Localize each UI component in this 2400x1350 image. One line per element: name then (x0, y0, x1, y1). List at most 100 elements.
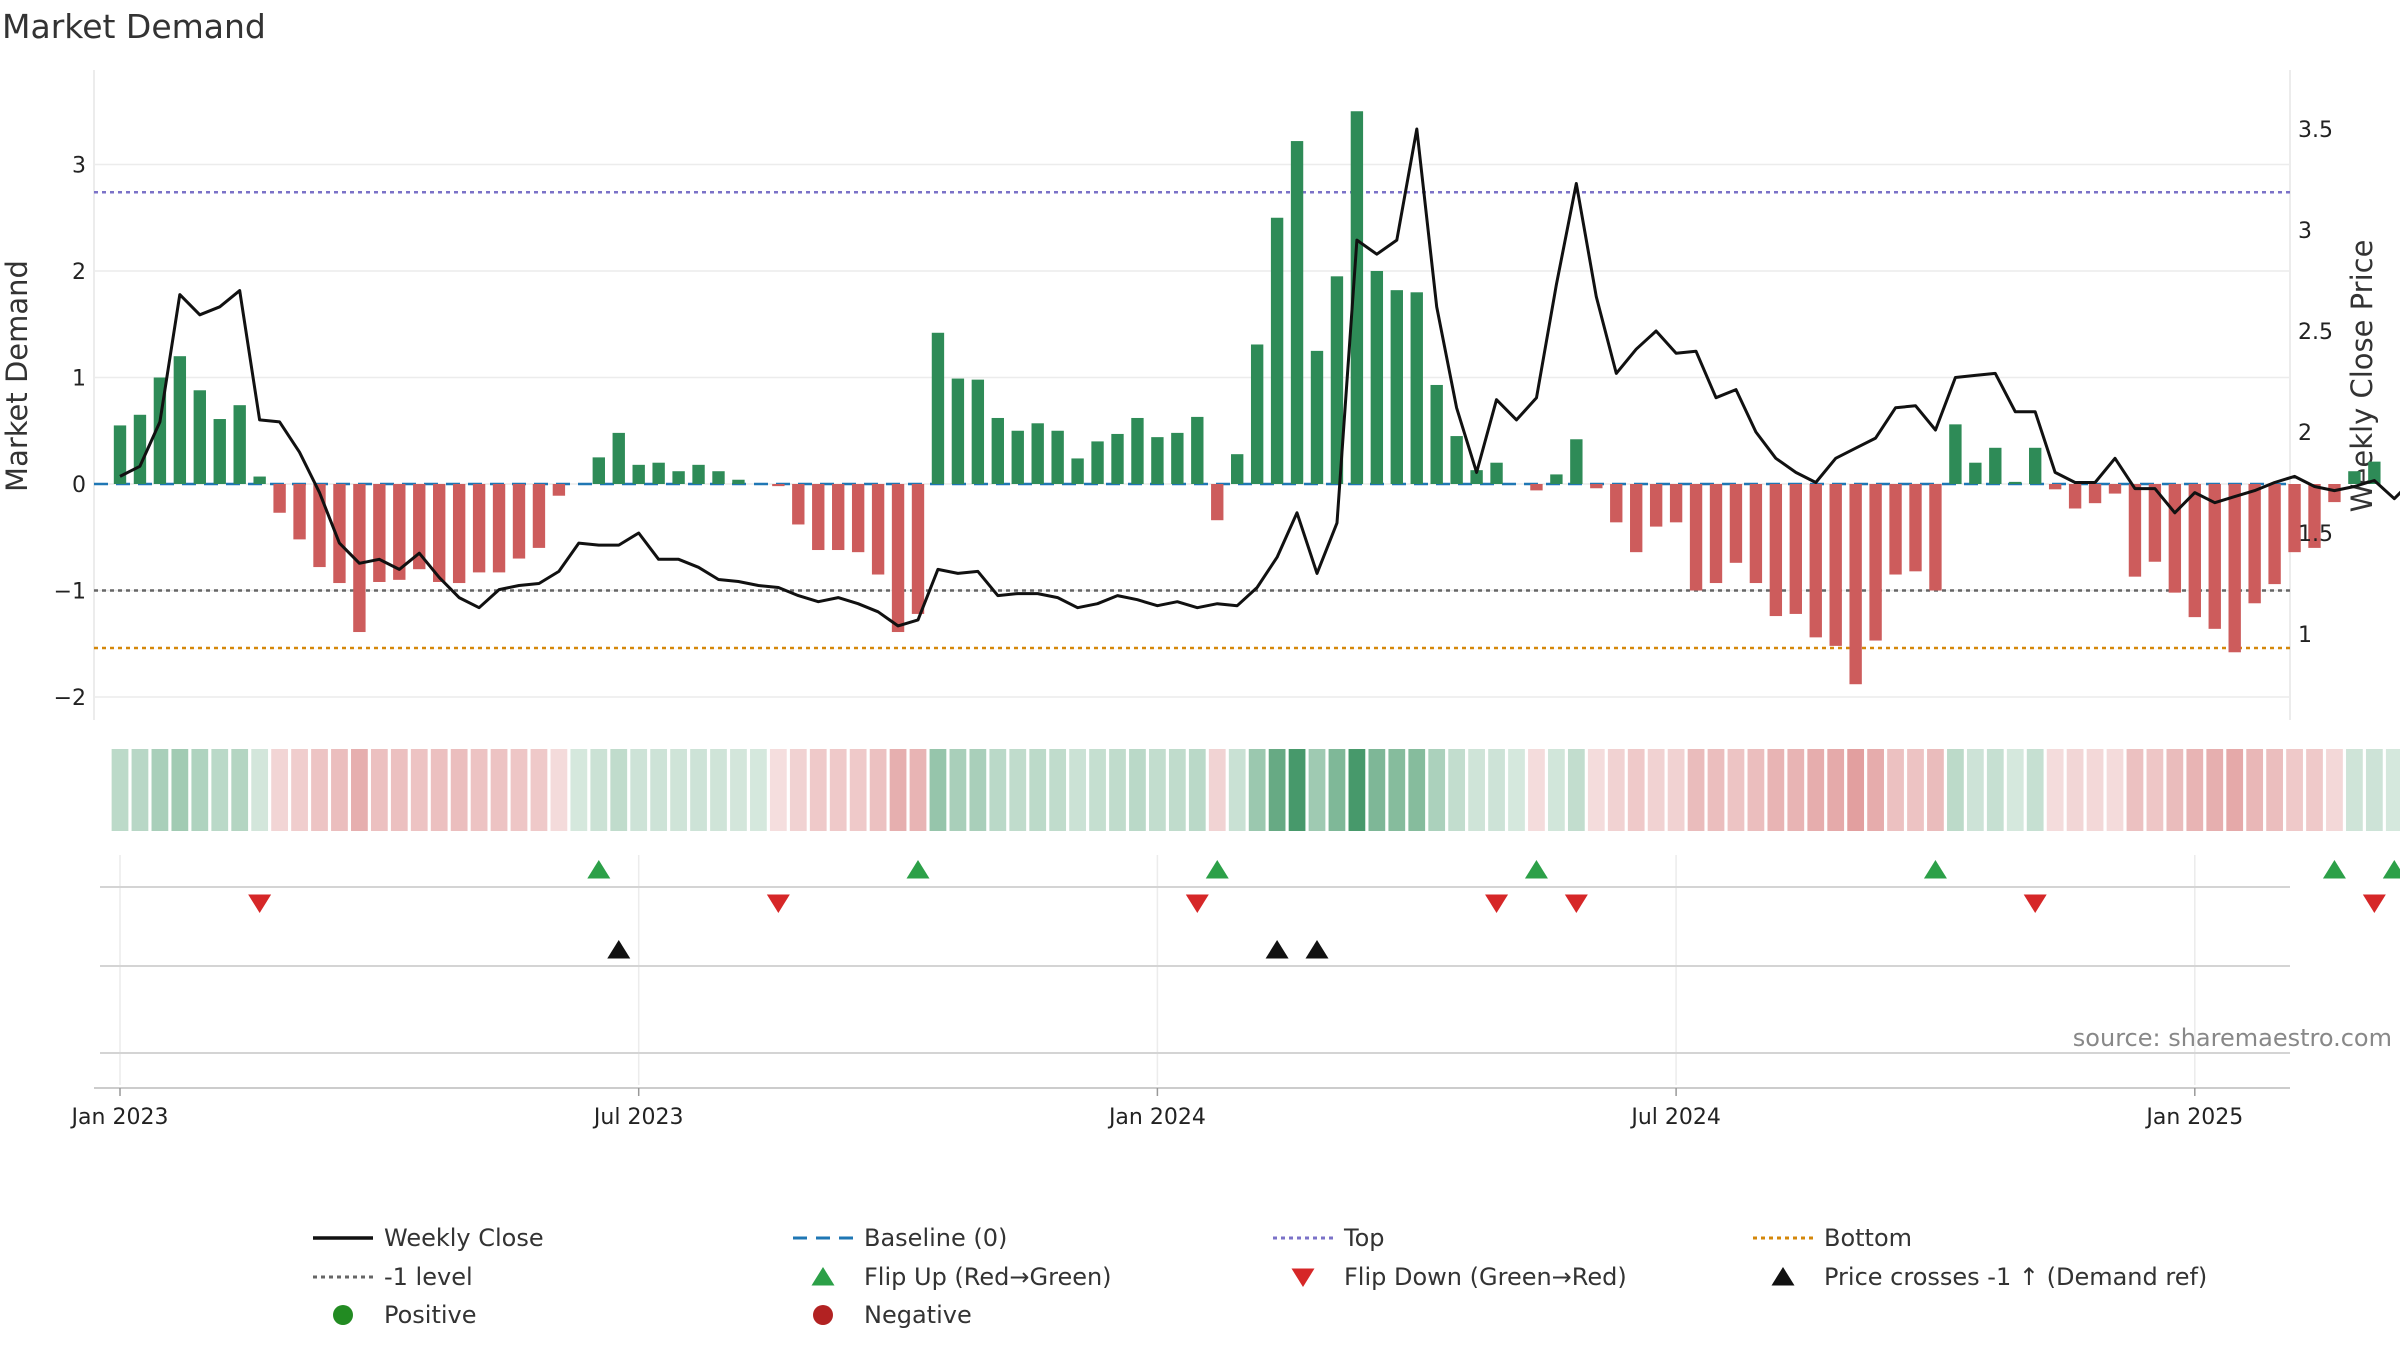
price-cross-marker (607, 940, 631, 959)
demand-bar (971, 379, 985, 484)
heat-cell (889, 749, 907, 831)
y-tick-right-label: 2.5 (2298, 320, 2333, 345)
heat-cell (1947, 749, 1964, 831)
heat-cell (2046, 749, 2064, 831)
demand-bar (2188, 484, 2201, 618)
heat-cell (1887, 749, 1904, 831)
demand-bar (552, 484, 566, 496)
heat-cell (1428, 749, 1446, 831)
y-tick-right-label: 1.5 (2298, 522, 2333, 547)
demand-bar (213, 419, 226, 484)
demand-bar (1849, 484, 1862, 685)
flip-down-marker (2023, 894, 2047, 913)
heat-cell (849, 749, 867, 831)
heat-cell (730, 749, 747, 831)
heat-cell (809, 749, 827, 831)
demand-bar (1610, 484, 1623, 523)
heat-cell (2266, 749, 2283, 831)
demand-bar (2068, 484, 2082, 509)
flip-down-marker (248, 894, 272, 913)
heat-cell (1847, 749, 1865, 831)
legend: Weekly Close Baseline (0) Top Bottom -1 leve… (313, 1224, 2207, 1329)
demand-bar (1649, 484, 1663, 527)
legend-label: Weekly Close (384, 1224, 544, 1252)
demand-bar (812, 484, 825, 551)
heat-cell (829, 749, 847, 831)
heat-cell (1468, 749, 1485, 831)
x-ticks: Jan 2023 Jul 2023 Jan 2024 Jul 2024 Jan 2025… (70, 1088, 2243, 1130)
heat-cell (1228, 749, 1246, 831)
demand-bar (1350, 111, 1364, 484)
demand-bar (2268, 484, 2281, 585)
demand-bar (1470, 470, 1483, 484)
flip-down-marker (766, 894, 790, 913)
demand-bar (2228, 484, 2241, 653)
heat-cell (1248, 749, 1266, 831)
heat-cell (131, 749, 149, 831)
demand-bar (353, 484, 366, 633)
heat-cell (2326, 749, 2343, 831)
heat-cell (1268, 749, 1286, 831)
heat-cell (1827, 749, 1845, 831)
heat-cell (1667, 749, 1685, 831)
demand-bar (1709, 484, 1723, 584)
price-cross-marker (1265, 940, 1289, 959)
heat-cell (1687, 749, 1705, 831)
heat-cell (1129, 749, 1146, 831)
demand-bar (2348, 471, 2361, 484)
demand-bar (772, 484, 785, 487)
demand-bar (1789, 484, 1802, 614)
demand-bar (1769, 484, 1783, 617)
demand-bar (113, 425, 127, 484)
flip-up-marker (2322, 860, 2346, 879)
legend-label: Negative (864, 1301, 972, 1329)
heat-cell (2346, 749, 2363, 831)
heat-cell (2385, 749, 2400, 831)
demand-bars (113, 111, 2381, 685)
heat-cell (869, 749, 887, 831)
heat-cell (191, 749, 209, 831)
chart-title: Market Demand (2, 7, 266, 46)
demand-bar (1211, 484, 1224, 521)
heat-cell (1587, 749, 1605, 831)
heat-cell (1567, 749, 1585, 831)
demand-bar (2328, 484, 2341, 503)
heat-cell (969, 749, 987, 831)
demand-bar (1111, 433, 1124, 484)
legend-label: Flip Down (Green→Red) (1344, 1263, 1627, 1291)
y-tick-label: 2 (72, 260, 86, 285)
demand-bar (1051, 430, 1064, 484)
heat-cell (1807, 749, 1825, 831)
heat-cell (2126, 749, 2144, 831)
demand-bar (1151, 437, 1164, 484)
legend-label: Bottom (1824, 1224, 1912, 1252)
demand-bar (792, 484, 805, 525)
heat-cell (1727, 749, 1745, 831)
demand-bar (1171, 432, 1184, 484)
y-tick-label: 1 (72, 367, 86, 392)
heat-cell (909, 749, 927, 831)
heat-cell (351, 749, 368, 831)
heat-cell (1168, 749, 1186, 831)
heat-cell (1009, 749, 1027, 831)
heat-cell (929, 749, 947, 831)
heat-cell (949, 749, 967, 831)
demand-bar (1989, 447, 2002, 484)
x-tick-label: Jan 2025 (2144, 1105, 2243, 1130)
weekly-close-line (119, 127, 2400, 628)
demand-bar (991, 417, 1004, 484)
heat-cell (530, 749, 548, 831)
price-cross-marker (1305, 940, 1329, 959)
demand-bar (1390, 290, 1403, 484)
flip-up-marker (587, 860, 611, 879)
demand-bar (1909, 484, 1922, 572)
demand-bar (1410, 292, 1423, 484)
heat-cell (590, 749, 608, 831)
heat-cell (1607, 749, 1625, 831)
demand-bar (672, 471, 685, 484)
heat-cell (710, 749, 727, 831)
demand-bar (333, 484, 346, 584)
demand-bar (1749, 484, 1763, 584)
demand-bar (1630, 484, 1643, 553)
flip-up-marker (906, 860, 930, 879)
